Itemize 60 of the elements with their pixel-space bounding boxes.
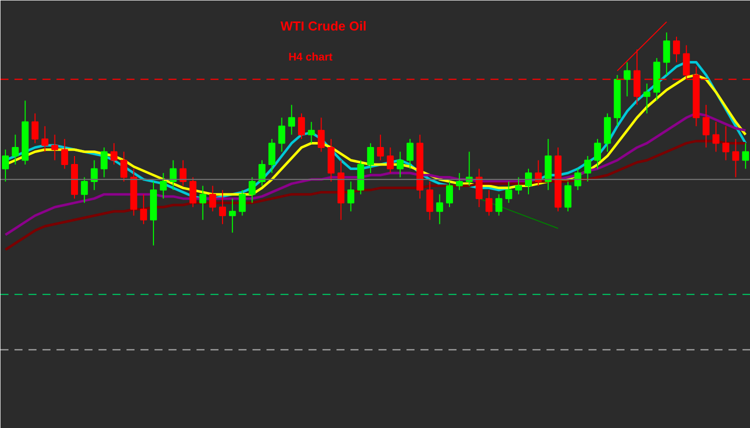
candlestick — [347, 181, 354, 212]
candlestick — [170, 160, 177, 191]
candlestick — [80, 176, 88, 204]
candlestick — [248, 176, 256, 204]
candlestick — [258, 160, 266, 186]
candlestick — [51, 134, 58, 161]
chart-title: WTI Crude Oil — [280, 18, 366, 34]
candlestick — [406, 138, 414, 170]
candlestick — [742, 142, 750, 170]
candlestick — [140, 194, 148, 225]
candlestick — [32, 112, 38, 144]
candlestick — [722, 126, 730, 161]
candlestick — [436, 194, 444, 225]
candlestick — [160, 172, 167, 200]
candlestick — [209, 185, 216, 212]
candlestick — [673, 36, 680, 63]
candlestick — [219, 190, 226, 225]
candlestick — [199, 185, 206, 220]
candlestick — [238, 190, 246, 216]
candlestick — [120, 151, 128, 182]
candlestick — [318, 117, 325, 152]
candlestick — [564, 181, 572, 212]
candlestick — [515, 176, 522, 195]
candlestick — [426, 181, 434, 220]
candlestick — [584, 155, 592, 182]
candlestick — [100, 146, 108, 178]
candlestick — [732, 138, 740, 178]
candlestick — [386, 146, 394, 174]
candlestick — [643, 83, 650, 114]
candlestick — [486, 190, 492, 216]
candlestick — [2, 149, 9, 182]
candlestick — [663, 32, 670, 76]
candlestick — [298, 112, 305, 140]
candlestick — [476, 168, 483, 208]
candlestick — [396, 151, 404, 178]
candlestick — [288, 104, 296, 136]
candlestick — [12, 134, 19, 166]
text: H4 chart — [288, 52, 333, 64]
candlestick — [702, 104, 710, 148]
candlestick — [525, 168, 532, 195]
candlestick — [624, 62, 631, 97]
candlestick — [61, 138, 68, 170]
candlestick — [376, 134, 384, 161]
candlestick — [41, 126, 48, 152]
candlestick — [534, 160, 542, 186]
candlestick — [180, 160, 187, 186]
candlestick — [278, 117, 286, 152]
candlestick — [268, 138, 276, 174]
candlestick — [505, 181, 512, 204]
candlestick — [594, 138, 601, 170]
candlestick — [308, 121, 315, 144]
candlestick — [456, 172, 463, 191]
candlestick — [712, 121, 720, 152]
candlestick — [367, 142, 374, 174]
candlestick — [574, 168, 582, 191]
candlestick — [446, 181, 453, 208]
candlestick — [189, 176, 196, 208]
candlestick — [228, 198, 236, 234]
candlestick — [495, 194, 502, 216]
candlestick — [110, 142, 118, 166]
